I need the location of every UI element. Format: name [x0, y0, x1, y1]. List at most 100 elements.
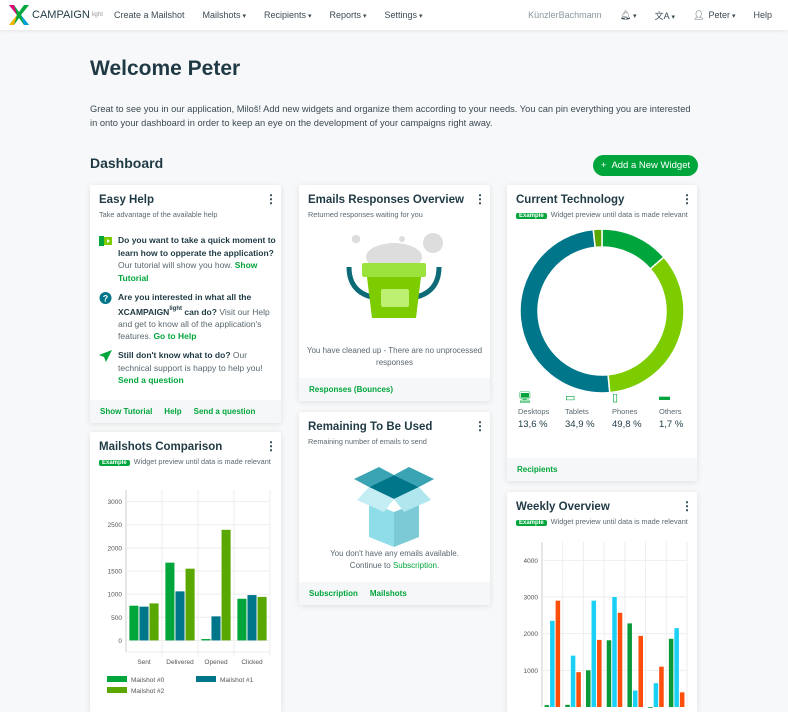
bar — [201, 639, 211, 641]
footer-subscription-link[interactable]: Subscription — [309, 589, 358, 598]
bar — [632, 690, 638, 707]
logo[interactable]: CAMPAIGN light — [8, 4, 114, 26]
language-translate-icon[interactable]: 文A — [655, 9, 675, 22]
x-tick-label: Sent — [137, 659, 151, 666]
widget-subtitle: Example Widget preview until data is made… — [99, 457, 271, 466]
footer-help-link[interactable]: Help — [164, 407, 182, 416]
bar — [638, 635, 643, 707]
widget-footer: Show Tutorial Help Send a question — [90, 400, 281, 423]
remaining-emails-widget: Remaining To Be Used ⋮ Remaining number … — [299, 412, 490, 605]
help-question: Are you interested in what all the XCAMP… — [118, 292, 252, 317]
tutorial-video-icon — [99, 236, 112, 246]
add-widget-label: Add a New Widget — [611, 160, 691, 171]
bar — [149, 603, 159, 641]
legend-label: Mailshot #2 — [131, 688, 165, 695]
tech-stat-desktops: 🖥︎ Desktops 13,6 % — [518, 392, 550, 430]
y-tick-label: 4000 — [524, 558, 539, 565]
bar — [257, 596, 267, 641]
subscription-link[interactable]: Subscription — [392, 561, 437, 570]
weekly-overview-widget: Weekly Overview ⋮ Example Widget preview … — [507, 492, 697, 712]
footer-mailshots-link[interactable]: Mailshots — [369, 589, 407, 598]
svg-text:?: ? — [103, 294, 109, 304]
user-name: Peter — [709, 10, 736, 20]
footer-show-tutorial-link[interactable]: Show Tutorial — [100, 407, 153, 416]
weekly-bar-chart: 1000 2000 3000 4000 — [524, 542, 688, 708]
tech-label: Desktops — [518, 407, 550, 416]
widget-footer: Subscription Mailshots — [299, 582, 490, 605]
show-tutorial-link[interactable]: Show Tutorial — [118, 260, 258, 283]
more-options-icon[interactable]: ⋮ — [681, 499, 693, 513]
legend-label: Mailshot #0 — [131, 677, 165, 684]
bar — [221, 529, 231, 641]
help-sup: light — [169, 306, 182, 313]
bar — [129, 605, 139, 641]
intro-text: Great to see you in our application, Mil… — [90, 104, 691, 128]
nav-help[interactable]: Help — [753, 10, 772, 20]
y-tick-label: 0 — [118, 638, 122, 645]
bar — [627, 623, 632, 707]
bar — [659, 666, 664, 707]
nav-create-mailshot[interactable]: Create a Mailshot — [114, 10, 185, 20]
paper-plane-icon — [99, 350, 112, 362]
help-question: can do? — [182, 306, 217, 317]
x-logo-icon — [9, 5, 29, 25]
footer-send-question-link[interactable]: Send a question — [193, 407, 256, 416]
y-tick-label: 1500 — [108, 569, 123, 576]
widget-footer: Recipients — [507, 458, 697, 481]
go-to-help-link[interactable]: Go to Help — [153, 331, 197, 342]
desktop-icon: 🖥︎ — [518, 392, 532, 404]
current-technology-widget: Current Technology ⋮ Example Widget previ… — [507, 185, 697, 481]
tech-stat-others: ▬ Others 1,7 % — [659, 391, 683, 430]
logo-text: CAMPAIGN — [32, 9, 90, 21]
send-question-link[interactable]: Send a question — [118, 375, 184, 385]
add-widget-button[interactable]: + Add a New Widget — [593, 155, 698, 176]
bar — [612, 597, 617, 707]
donut-slice-desktops — [601, 229, 665, 271]
nav-recipients[interactable]: Recipients — [264, 10, 312, 20]
top-navbar: CAMPAIGN light Create a Mailshot Mailshot… — [0, 0, 788, 30]
question-circle-icon: ? — [99, 292, 112, 304]
bar — [237, 598, 247, 641]
clean-bucket-illustration-icon — [346, 233, 443, 318]
plus-icon: + — [600, 160, 607, 171]
more-options-icon[interactable]: ⋮ — [265, 439, 277, 453]
period: . — [436, 561, 440, 570]
bar — [570, 655, 576, 707]
message-text: Continue to — [349, 561, 393, 570]
help-text: Our tutorial will show you how. — [118, 260, 235, 270]
legend-swatch — [107, 687, 127, 693]
y-tick-label: 3000 — [108, 499, 123, 506]
donut-slice-phones — [519, 229, 611, 394]
recipients-link[interactable]: Recipients — [517, 465, 558, 474]
user-menu[interactable]: 👤︎ Peter — [693, 10, 735, 21]
more-options-icon[interactable]: ⋮ — [474, 192, 486, 206]
widget-subtitle: Returned responses waiting for you — [308, 210, 423, 219]
bar — [165, 562, 175, 641]
more-options-icon[interactable]: ⋮ — [265, 192, 277, 206]
y-tick-label: 500 — [111, 615, 122, 622]
responses-bounces-link[interactable]: Responses (Bounces) — [309, 385, 394, 394]
notifications-bell-icon[interactable]: 🔔︎ — [620, 10, 637, 21]
widget-title: Current Technology — [516, 194, 625, 206]
help-item-support: Still don't know what to do? Our technic… — [99, 349, 279, 387]
dashboard-heading: Dashboard — [90, 155, 164, 171]
tech-label: Others — [659, 407, 682, 416]
tech-value: 49,8 % — [612, 419, 642, 430]
tablet-icon: ▭ — [565, 392, 576, 404]
user-icon: 👤︎ — [693, 9, 705, 20]
nav-mailshots[interactable]: Mailshots — [203, 10, 246, 20]
donut-slice-tablets — [607, 256, 685, 394]
more-options-icon[interactable]: ⋮ — [681, 192, 693, 206]
account-name[interactable]: KünzlerBachmann — [528, 10, 602, 20]
tech-stat-tablets: ▭ Tablets 34,9 % — [565, 392, 595, 430]
help-text: Visit our Help and get to know all of th… — [118, 306, 270, 342]
widget-title: Mailshots Comparison — [99, 441, 223, 453]
y-tick-label: 2000 — [108, 545, 123, 552]
more-options-icon[interactable]: ⋮ — [474, 419, 486, 433]
y-tick-label: 2500 — [108, 522, 123, 529]
nav-reports[interactable]: Reports — [330, 10, 367, 20]
bar — [139, 606, 149, 641]
help-question: Still don't know what to do? — [118, 350, 231, 360]
empty-message: You have cleaned up - There are no unpro… — [306, 346, 483, 367]
nav-settings[interactable]: Settings — [385, 10, 423, 20]
